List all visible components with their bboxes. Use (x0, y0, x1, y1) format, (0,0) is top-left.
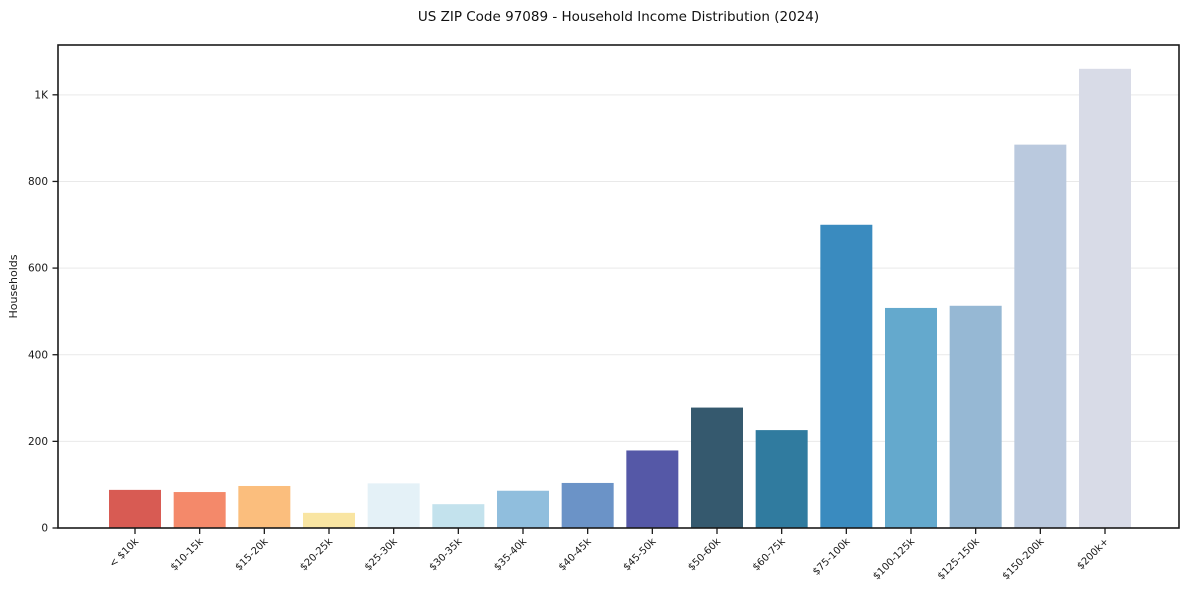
plot-spines (57, 44, 1180, 529)
x-tick-label: $75-100k (811, 536, 853, 578)
bar-40-45k (561, 482, 614, 528)
bar-75-100k (820, 224, 873, 528)
bar-125-150k (949, 305, 1002, 528)
bar-10k (109, 489, 161, 528)
x-tick-label: $200k+ (1075, 536, 1111, 572)
x-tick-label: < $10k (108, 536, 142, 570)
x-tick-label: $25-30k (363, 536, 400, 573)
x-tick-label: $10-15k (169, 536, 206, 573)
y-tick-label: 0 (41, 523, 48, 535)
x-tick-label: $50-60k (686, 536, 723, 573)
x-tick-label: $45-50k (622, 536, 659, 573)
x-tick-label: $15-20k (234, 536, 271, 573)
x-tick-label: $100-125k (871, 536, 917, 582)
x-tick-label: $35-40k (492, 536, 529, 573)
x-tick-label: $40-45k (557, 536, 594, 573)
y-tick-label: 1K (34, 89, 49, 101)
x-tick-label: $150-200k (1001, 536, 1047, 582)
bar-50-60k (691, 407, 743, 528)
y-tick-label: 400 (28, 349, 48, 361)
bar-100-125k (885, 307, 937, 528)
x-tick-label: $20-25k (298, 536, 335, 573)
x-tick-label: $60-75k (751, 536, 788, 573)
bar-15-20k (238, 485, 291, 528)
bar-45-50k (626, 450, 679, 528)
bar-60-75k (755, 430, 808, 528)
bar-150-200k (1014, 144, 1067, 528)
x-tick-label: $125-150k (936, 536, 982, 582)
bar-20-25k (303, 512, 355, 528)
bar-200k (1079, 68, 1131, 529)
bar-25-30k (367, 483, 420, 528)
chart-title: US ZIP Code 97089 - Household Income Dis… (417, 9, 820, 25)
bar-30-35k (432, 504, 485, 528)
bar-10-15k (173, 492, 226, 528)
y-tick-label: 800 (28, 176, 48, 188)
y-tick-label: 600 (28, 263, 48, 275)
bar-35-40k (497, 490, 549, 528)
y-axis-label: Households (7, 254, 20, 318)
x-tick-label: $30-35k (428, 536, 465, 573)
y-tick-label: 200 (28, 436, 48, 448)
